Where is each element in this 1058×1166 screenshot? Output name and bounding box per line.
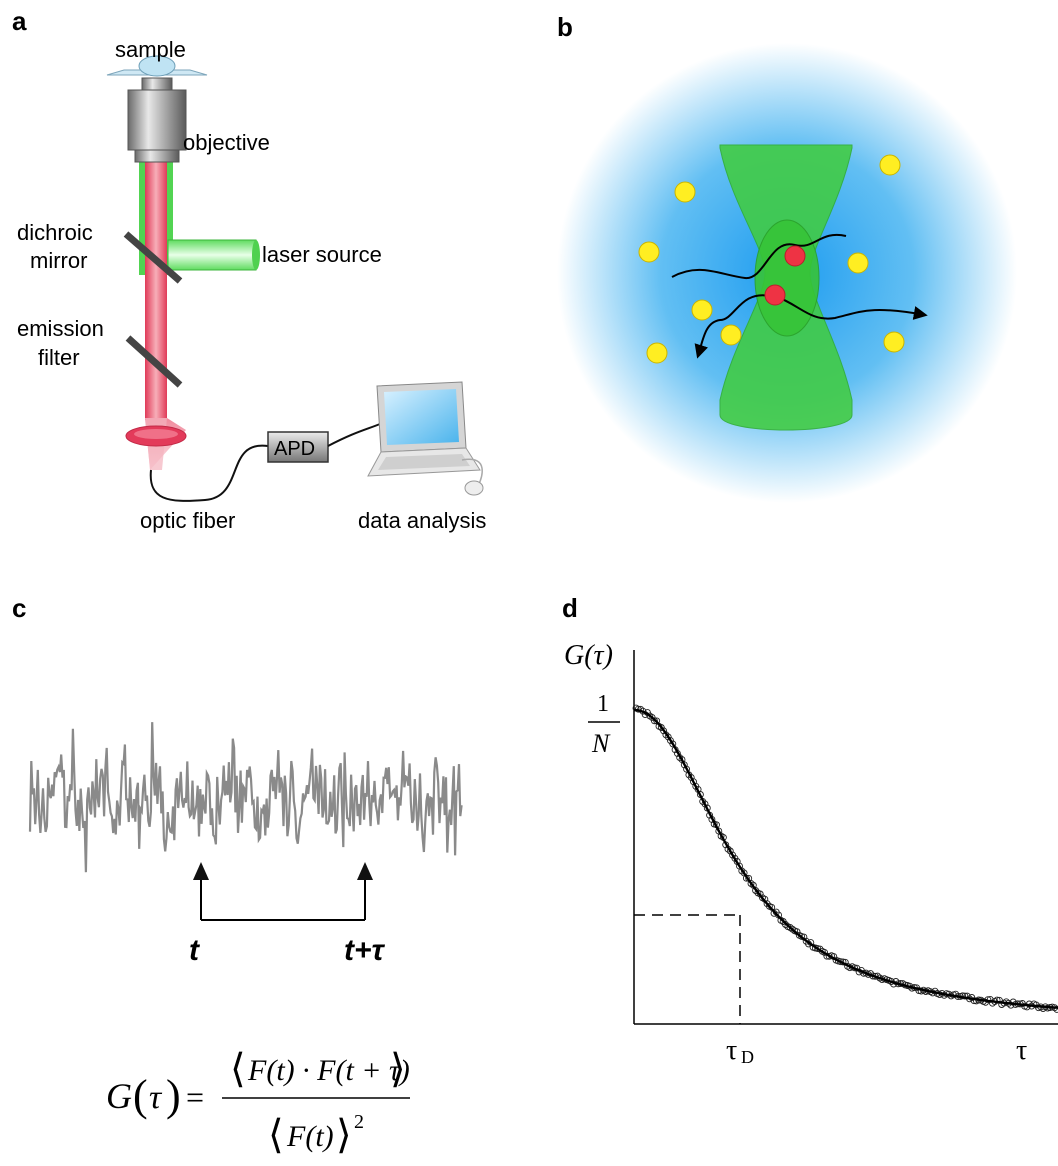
panel-d: d G(τ) 1 N τ D τ [562, 593, 1058, 1067]
formula-lhs-arg: τ [149, 1079, 163, 1116]
red-molecule-2 [764, 284, 786, 306]
d-data-point [648, 713, 656, 721]
svg-text:(: ( [133, 1071, 148, 1120]
laser-beam [167, 239, 257, 271]
panel-c: c t t+τ G ( τ ) = ⟨ F(t) · F(t + τ) ⟩ ⟨ … [12, 593, 463, 1157]
d-data-point [989, 999, 996, 1007]
optic-fiber-label: optic fiber [140, 508, 235, 533]
d-fit-curve [633, 708, 1058, 1009]
trajectory-2 [694, 294, 771, 359]
d-xtick-tauD: τ [726, 1035, 737, 1066]
d-data-point [970, 997, 978, 1005]
detection-volume [754, 219, 820, 337]
d-data-points [632, 704, 1058, 1013]
panel-d-letter: d [562, 593, 578, 623]
emission-label-1: emission [17, 316, 104, 341]
laser-source-label: laser source [262, 242, 382, 267]
d-data-point [650, 717, 658, 725]
autocorrelation-formula: G ( τ ) = ⟨ F(t) · F(t + τ) ⟩ ⟨ F(t) ⟩ 2 [106, 1046, 410, 1157]
d-data-point [687, 773, 695, 781]
d-ytick-num: 1 [597, 691, 609, 717]
sample-drop [138, 55, 176, 77]
apd-box [267, 431, 329, 463]
svg-text:⟨: ⟨ [268, 1112, 284, 1157]
panel-a: a sample objective dichroic mirror laser… [12, 6, 486, 533]
d-xtick-tauD-sub: D [741, 1047, 754, 1067]
formula-numerator: F(t) · F(t + τ) [247, 1054, 410, 1087]
dichroic-mirror [123, 231, 183, 284]
panel-b-letter: b [557, 12, 573, 42]
yellow-molecules [638, 154, 905, 364]
emission-beam [145, 160, 167, 420]
formula-power: 2 [354, 1111, 364, 1133]
fluorescence-trace [28, 722, 463, 873]
d-data-point [669, 740, 677, 748]
svg-text:⟩: ⟩ [390, 1046, 406, 1091]
d-ylabel: G(τ) [564, 640, 613, 671]
optic-fiber [149, 444, 269, 502]
svg-text:⟩: ⟩ [336, 1112, 352, 1157]
dichroic-label-1: dichroic [17, 220, 93, 245]
red-molecule-1 [784, 245, 806, 267]
laptop-icon [367, 381, 484, 496]
panel-a-letter: a [12, 6, 27, 36]
t-tau-arrow [357, 862, 373, 880]
d-data-point [786, 924, 794, 931]
d-data-point [726, 847, 734, 855]
d-x-end-label: τ [1016, 1035, 1027, 1066]
apd-label: APD [274, 438, 315, 460]
d-data-point [1053, 1005, 1058, 1013]
d-data-point [986, 995, 994, 1003]
trajectory-1 [671, 233, 847, 280]
panel-b: b [557, 12, 1017, 503]
objective-label: objective [183, 130, 270, 155]
svg-text:⟨: ⟨ [230, 1046, 246, 1091]
d-data-point [747, 880, 755, 887]
d-data-point [664, 733, 672, 741]
formula-denominator: F(t) [286, 1120, 334, 1153]
t-tau-label: t+τ [344, 934, 386, 967]
t-label: t [189, 934, 201, 967]
d-ytick-den: N [591, 729, 611, 758]
data-analysis-label: data analysis [358, 508, 486, 533]
emission-label-2: filter [38, 345, 80, 370]
objective-body [127, 89, 187, 151]
t-arrow [193, 862, 209, 880]
emission-filter [125, 335, 183, 388]
formula-lhs: G [106, 1076, 132, 1116]
sample-label: sample [115, 37, 186, 62]
dichroic-label-2: mirror [30, 248, 87, 273]
panel-c-letter: c [12, 593, 26, 623]
d-data-point [660, 727, 668, 735]
trajectory-3 [774, 295, 928, 320]
svg-text:): ) [166, 1071, 181, 1120]
svg-text:=: = [186, 1079, 204, 1115]
